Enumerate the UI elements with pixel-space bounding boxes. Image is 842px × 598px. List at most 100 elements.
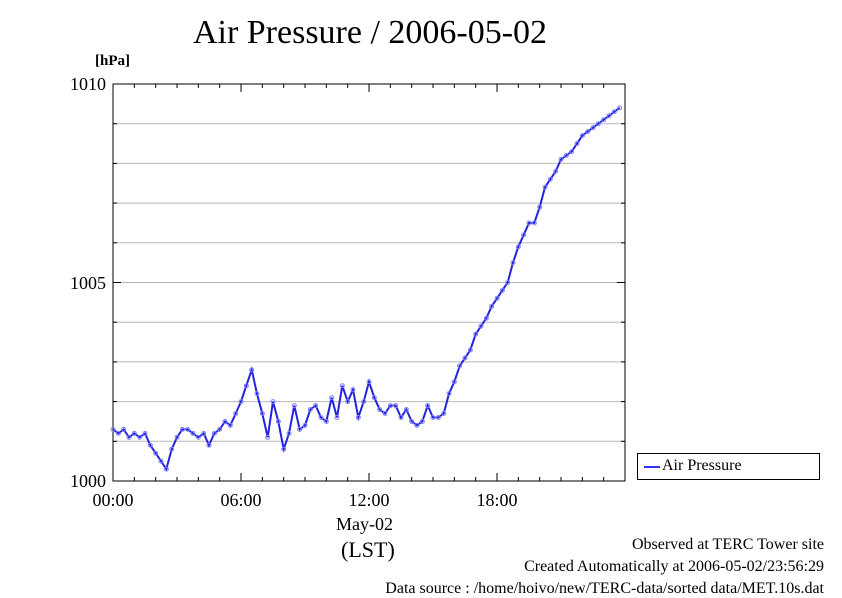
data-point — [313, 403, 319, 409]
data-point — [131, 430, 137, 436]
data-point — [611, 109, 617, 115]
data-point — [201, 430, 207, 436]
x-tick-label: 18:00 — [476, 490, 517, 510]
legend-swatch — [644, 466, 660, 468]
data-point — [387, 403, 393, 409]
data-point — [483, 315, 489, 321]
data-point — [467, 347, 473, 353]
data-point — [499, 287, 505, 293]
data-point — [489, 303, 495, 309]
data-point — [222, 418, 228, 424]
series-line-air-pressure — [112, 106, 621, 472]
data-point — [473, 331, 479, 337]
data-point — [121, 426, 127, 432]
data-point — [137, 434, 143, 440]
data-point — [329, 395, 335, 401]
data-point — [281, 446, 287, 452]
legend-label: Air Pressure — [662, 457, 742, 474]
data-point — [334, 414, 340, 420]
data-point — [265, 434, 271, 440]
data-point — [441, 411, 447, 417]
data-point — [590, 125, 596, 131]
data-point — [302, 422, 308, 428]
data-point — [419, 418, 425, 424]
y-tick-label: 1000 — [70, 471, 106, 491]
data-point — [569, 148, 575, 154]
data-point — [377, 407, 383, 413]
data-point — [243, 383, 249, 389]
data-point — [542, 184, 548, 190]
data-point — [307, 407, 313, 413]
data-point — [595, 121, 601, 127]
data-point — [537, 204, 543, 210]
axis-ticks — [112, 83, 626, 482]
data-point — [414, 422, 420, 428]
data-point — [510, 260, 516, 266]
data-point — [563, 152, 569, 158]
data-point — [526, 220, 532, 226]
data-point — [275, 418, 281, 424]
data-point — [249, 367, 255, 373]
data-point — [606, 113, 612, 119]
data-point — [478, 323, 484, 329]
data-point — [574, 141, 580, 147]
footer-data-source: Data source : /home/hoivo/new/TERC-data/… — [385, 580, 824, 597]
data-point — [446, 391, 452, 397]
data-point — [238, 399, 244, 405]
data-point — [350, 387, 356, 393]
data-point — [286, 430, 292, 436]
data-point — [558, 156, 564, 162]
y-tick-label: 1005 — [70, 273, 106, 293]
data-point — [174, 434, 180, 440]
chart-title: Air Pressure / 2006-05-02 — [192, 14, 548, 51]
data-point — [195, 434, 201, 440]
data-point — [531, 220, 537, 226]
data-point — [211, 430, 217, 436]
data-point — [553, 168, 559, 174]
data-point — [382, 411, 388, 417]
data-point — [270, 399, 276, 405]
data-point — [115, 430, 121, 436]
y-tick-label: 1010 — [70, 74, 106, 94]
data-point — [233, 411, 239, 417]
data-point — [451, 379, 457, 385]
footer-created-at: Created Automatically at 2006-05-02/23:5… — [524, 558, 824, 575]
data-point — [206, 442, 212, 448]
footer-observed-at: Observed at TERC Tower site — [631, 536, 824, 553]
data-point — [217, 426, 223, 432]
x-tick-labels: 00:00 06:00 12:00 18:00 — [92, 490, 517, 510]
data-point — [393, 403, 399, 409]
gridlines — [113, 123, 625, 442]
data-point — [505, 280, 511, 285]
series-points-air-pressure — [110, 105, 623, 472]
x-tick-label: 12:00 — [348, 490, 389, 510]
data-point — [259, 411, 265, 417]
x-axis-timezone-label: (LST) — [341, 537, 395, 562]
data-point — [254, 391, 260, 397]
data-point — [297, 426, 303, 432]
data-point — [430, 414, 436, 420]
data-point — [169, 446, 175, 452]
data-point — [617, 105, 623, 111]
data-point — [185, 426, 191, 432]
data-point — [579, 133, 585, 139]
data-point — [345, 399, 351, 405]
x-axis-date-label: May-02 — [336, 514, 393, 534]
data-point — [601, 117, 607, 123]
data-point — [147, 442, 153, 448]
data-point — [547, 176, 553, 182]
data-point — [515, 244, 521, 250]
data-point — [163, 466, 169, 472]
data-point — [126, 434, 132, 440]
data-point — [142, 430, 148, 436]
data-point — [462, 355, 468, 361]
data-point — [403, 407, 409, 413]
data-point — [409, 418, 415, 424]
data-point — [158, 458, 164, 464]
data-point — [355, 414, 361, 420]
data-point — [291, 403, 297, 409]
data-point — [435, 414, 441, 420]
data-point — [494, 295, 500, 301]
data-point — [318, 414, 324, 420]
